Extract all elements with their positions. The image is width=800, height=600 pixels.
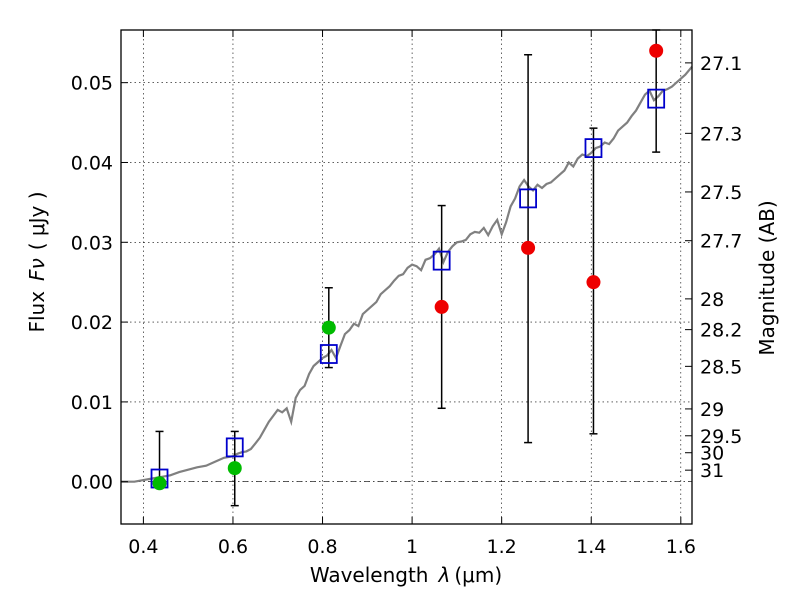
y2-tick-label: 29	[700, 399, 724, 421]
x-tick-label: 0.4	[128, 536, 158, 558]
y2-tick-label: 30	[700, 443, 724, 465]
points-layer	[150, 43, 666, 491]
x-tick-labels: 0.4 0.6 0.8 1 1.2 1.4 1.6	[128, 536, 696, 558]
model-photometry-point	[225, 437, 244, 458]
y2-axis-title: Magnitude (AB)	[755, 200, 779, 355]
tick-marks	[121, 30, 692, 524]
detection-point	[152, 476, 167, 491]
model-photometry-point	[432, 250, 451, 271]
detection-point	[227, 461, 242, 476]
y2-tick-label: 28.5	[700, 356, 742, 378]
model-photometry-point	[584, 138, 603, 159]
y-tick-labels: 0.00 0.01 0.02 0.03 0.04 0.05	[71, 73, 113, 494]
y2-tick-label: 28	[700, 289, 724, 311]
y-tick-label: 0.00	[71, 472, 113, 494]
y-tick-label: 0.03	[71, 232, 113, 254]
y2-tick-label: 27.1	[700, 53, 742, 75]
model-spectrum-layer	[121, 65, 693, 483]
y-tick-label: 0.01	[71, 392, 113, 414]
x-tick-label: 1.2	[487, 536, 517, 558]
y-axis-title: FluxFν( μJy )	[25, 191, 49, 332]
x-tick-label: 0.6	[218, 536, 248, 558]
grid-lines	[121, 30, 692, 524]
plot-frame	[120, 29, 693, 525]
y-tick-label: 0.05	[71, 73, 113, 95]
y-tick-label: 0.04	[71, 152, 113, 174]
y2-tick-label: 29.5	[700, 426, 742, 448]
x-tick-label: 1	[406, 536, 418, 558]
y2-tick-label: 27.3	[700, 123, 742, 145]
flux-point	[521, 240, 536, 255]
y-tick-label: 0.02	[71, 312, 113, 334]
y2-tick-label: 31	[700, 460, 724, 482]
flux-point	[586, 275, 601, 290]
x-tick-label: 1.6	[666, 536, 696, 558]
model-photometry-point	[319, 344, 338, 364]
model-photometry-point	[519, 188, 537, 209]
y2-tick-label: 28.2	[700, 320, 742, 342]
model-photometry-point	[647, 88, 666, 109]
x-tick-label: 0.8	[307, 536, 337, 558]
flux-point	[434, 299, 449, 314]
y2-tick-label: 27.5	[700, 182, 742, 204]
x-tick-label: 1.4	[576, 536, 606, 558]
flux-point	[649, 43, 664, 58]
y2-tick-label: 27.7	[700, 231, 742, 253]
model-spectrum-line	[121, 65, 693, 483]
detection-point	[321, 320, 336, 335]
x-axis-title: Wavelength λ (μm)	[310, 563, 502, 587]
